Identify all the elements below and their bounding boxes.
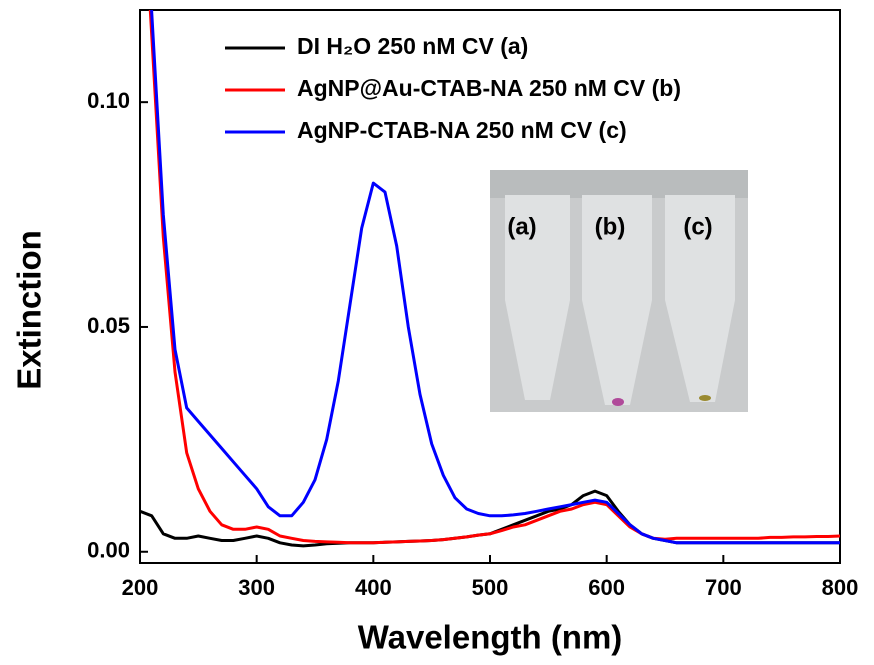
x-tick-label: 800 [822,575,859,600]
legend-label: AgNP-CTAB-NA 250 nM CV (c) [297,117,627,143]
x-tick-label: 500 [472,575,509,600]
data-line [148,10,840,545]
legend-label: AgNP@Au-CTAB-NA 250 nM CV (b) [297,75,681,101]
x-tick-label: 400 [355,575,392,600]
y-tick-label: 0.10 [87,88,130,113]
inset-label: (a) [507,213,536,240]
x-tick-label: 700 [705,575,742,600]
plot-lines [140,10,840,548]
x-tick-label: 600 [588,575,625,600]
x-tick-label: 300 [238,575,275,600]
x-axis-label: Wavelength (nm) [358,619,623,656]
y-axis-label: Extinction [11,230,48,390]
inset-label: (c) [683,213,712,240]
data-line [150,10,840,545]
inset-photo [490,170,748,412]
inset-label: (b) [595,213,626,240]
x-tick-label: 200 [122,575,159,600]
y-tick-label: 0.05 [87,313,130,338]
y-tick-label: 0.00 [87,538,130,563]
legend-label: DI H₂O 250 nM CV (a) [297,33,528,59]
